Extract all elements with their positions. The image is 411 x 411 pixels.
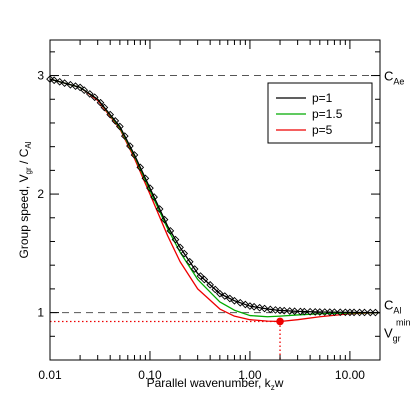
data-marker-57 [330, 308, 339, 317]
data-marker-32 [206, 280, 214, 289]
legend-label-p1: p=1 [312, 91, 333, 105]
data-marker-5 [71, 82, 80, 90]
data-marker-20 [146, 184, 154, 192]
data-marker-1 [50, 76, 58, 85]
data-marker-65 [371, 308, 380, 317]
data-marker-30 [196, 272, 205, 280]
data-marker-16 [126, 142, 134, 150]
data-marker-26 [176, 243, 184, 252]
x-tick-label: 1.00 [238, 368, 262, 382]
data-marker-17 [130, 151, 139, 159]
data-marker-48 [285, 307, 294, 315]
data-marker-47 [280, 306, 289, 315]
data-marker-23 [160, 215, 169, 224]
data-marker-27 [180, 249, 189, 258]
x-tick-label: 0.10 [138, 368, 162, 382]
legend: p=1 p=1.5 p=5 [267, 82, 373, 144]
data-marker-25 [171, 235, 180, 244]
data-marker-62 [355, 308, 364, 317]
data-marker-22 [155, 205, 164, 213]
data-marker-8 [85, 90, 94, 98]
data-marker-49 [290, 307, 299, 316]
data-marker-63 [360, 308, 369, 317]
data-marker-36 [226, 294, 234, 303]
data-marker-7 [80, 86, 89, 95]
marker-layer [46, 75, 380, 326]
data-marker-21 [150, 193, 158, 201]
series-line-p-5 [49, 78, 381, 323]
legend-label-p1-5: p=1.5 [312, 107, 343, 121]
data-marker-64 [366, 308, 375, 317]
cal-label: CAl [384, 298, 401, 316]
data-marker-58 [336, 308, 345, 317]
data-marker-24 [166, 227, 175, 235]
axes [49, 39, 381, 361]
data-marker-13 [111, 117, 120, 125]
data-marker-33 [211, 285, 220, 294]
data-marker-12 [106, 110, 115, 119]
legend-box [267, 82, 373, 144]
data-marker-39 [241, 300, 250, 309]
data-marker-35 [220, 292, 229, 300]
data-marker-3 [60, 79, 69, 87]
vmin-label: Vgr [384, 325, 401, 343]
data-marker-45 [271, 306, 280, 314]
data-marker-44 [266, 305, 275, 314]
data-marker-19 [141, 174, 150, 183]
vmin-point [276, 317, 284, 326]
legend-label-p5: p=5 [312, 123, 333, 137]
x-axis-label: Parallel wavenumber, kzw [147, 376, 284, 392]
data-marker-10 [96, 98, 105, 107]
data-marker-28 [185, 257, 194, 266]
vmin-label-superscript: min [396, 317, 411, 327]
y-tick-label: 1 [37, 306, 44, 320]
y-tick-label: 3 [37, 69, 44, 83]
data-marker-38 [236, 298, 245, 307]
cae-label: CAe [384, 69, 404, 87]
data-marker-41 [250, 302, 258, 311]
y-tick-label: 2 [37, 187, 44, 201]
plot-frame [49, 39, 381, 361]
data-marker-43 [260, 304, 269, 313]
data-marker-2 [55, 77, 64, 86]
data-marker-18 [136, 163, 145, 172]
data-marker-9 [90, 93, 99, 102]
reference-lines [50, 75, 380, 314]
data-marker-37 [230, 296, 239, 305]
data-marker-4 [66, 80, 75, 89]
data-marker-14 [116, 122, 124, 131]
data-marker-15 [120, 132, 129, 140]
x-tick-label: 0.01 [38, 368, 62, 382]
data-marker-61 [350, 308, 358, 317]
data-marker-51 [300, 307, 309, 316]
data-marker-55 [320, 308, 329, 316]
data-marker-6 [76, 83, 84, 92]
data-marker-42 [255, 303, 264, 312]
data-marker-34 [216, 289, 224, 298]
vmin-guides [50, 320, 281, 360]
data-marker-52 [306, 307, 314, 316]
data-marker-29 [190, 265, 199, 273]
data-marker-11 [100, 103, 109, 112]
data-marker-31 [200, 275, 209, 284]
y-axis-label: Group speed, Vgr / CAl [17, 141, 33, 258]
data-marker-54 [315, 308, 324, 316]
x-tick-label: 10.00 [335, 368, 365, 382]
tick-labels: 0.01 0.10 1.00 10.00 1 2 3 [37, 69, 365, 382]
